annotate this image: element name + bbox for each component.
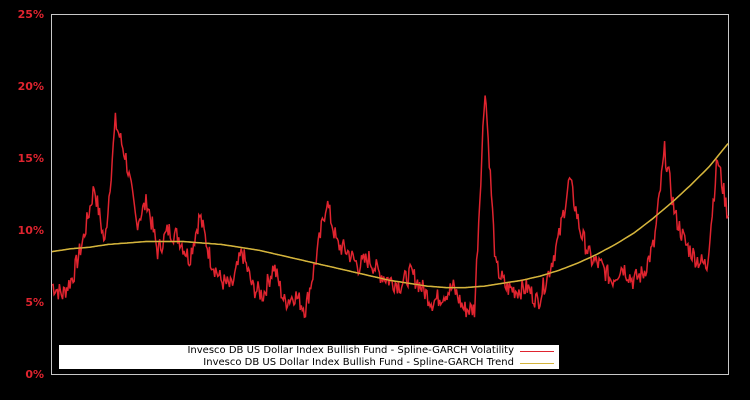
legend-item-volatility: Invesco DB US Dollar Index Bullish Fund … — [187, 345, 559, 357]
y-tick-15: 15% — [17, 152, 44, 165]
volatility-line — [51, 95, 729, 319]
y-tick-10: 10% — [17, 224, 44, 237]
legend: Invesco DB US Dollar Index Bullish Fund … — [59, 345, 559, 369]
trend-line-overlay — [51, 143, 729, 289]
legend-swatch-trend — [520, 362, 554, 364]
y-tick-25: 25% — [17, 8, 44, 21]
legend-swatch-volatility — [520, 350, 554, 352]
legend-label-volatility: Invesco DB US Dollar Index Bullish Fund … — [187, 345, 514, 356]
legend-label-trend: Invesco DB US Dollar Index Bullish Fund … — [203, 357, 514, 368]
y-tick-5: 5% — [25, 296, 44, 309]
y-tick-20: 20% — [17, 80, 44, 93]
legend-item-trend: Invesco DB US Dollar Index Bullish Fund … — [203, 357, 559, 369]
plot-frame — [51, 14, 729, 375]
y-tick-0: 0% — [25, 368, 44, 381]
